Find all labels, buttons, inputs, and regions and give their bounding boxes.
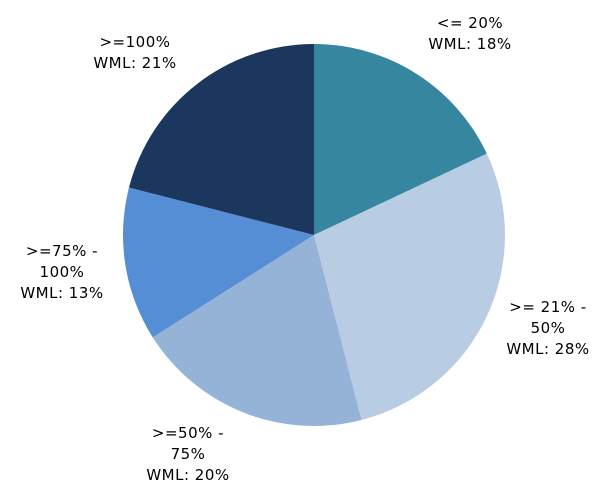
slice-value-label: WML: 18% (428, 35, 511, 53)
pie-slice (314, 44, 487, 235)
slice-value-label: WML: 13% (20, 284, 103, 302)
pie-slice (129, 44, 314, 235)
slice-category-label: >=50% - 75% (152, 424, 224, 463)
label-line: 50% (531, 319, 566, 337)
slice-category-label: >=75% - 100% (26, 242, 98, 281)
pie-slice (152, 235, 362, 426)
slice-category-label: <= 20% (437, 14, 503, 32)
slice-value-label: WML: 28% (506, 340, 589, 358)
label-line: >=50% - (152, 424, 224, 442)
slice-value-label: WML: 21% (93, 54, 176, 72)
label-line: >=75% - (26, 242, 98, 260)
label-line: 75% (171, 445, 206, 463)
slice-category-label: >= 21% - 50% (509, 298, 586, 337)
label-line: <= 20% (437, 14, 503, 32)
slice-category-label: >=100% (99, 33, 170, 51)
label-line: 100% (40, 263, 85, 281)
label-line: >=100% (99, 33, 170, 51)
slice-value-label: WML: 20% (146, 466, 229, 484)
pie-slice (122, 187, 314, 338)
label-line: >= 21% - (509, 298, 586, 316)
pie-slice (314, 153, 506, 420)
